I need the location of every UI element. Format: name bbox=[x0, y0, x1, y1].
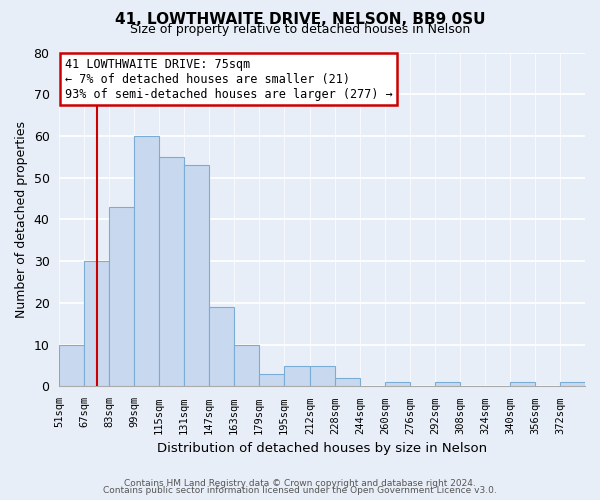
Bar bbox=[435, 382, 460, 386]
Bar bbox=[385, 382, 410, 386]
Bar bbox=[209, 307, 234, 386]
Bar bbox=[59, 344, 84, 387]
Bar bbox=[310, 366, 335, 386]
Bar bbox=[560, 382, 585, 386]
Text: Size of property relative to detached houses in Nelson: Size of property relative to detached ho… bbox=[130, 22, 470, 36]
Text: Contains HM Land Registry data © Crown copyright and database right 2024.: Contains HM Land Registry data © Crown c… bbox=[124, 478, 476, 488]
Bar bbox=[335, 378, 361, 386]
Text: 41 LOWTHWAITE DRIVE: 75sqm
← 7% of detached houses are smaller (21)
93% of semi-: 41 LOWTHWAITE DRIVE: 75sqm ← 7% of detac… bbox=[65, 58, 392, 100]
Bar bbox=[159, 157, 184, 386]
Bar bbox=[184, 165, 209, 386]
Bar bbox=[284, 366, 310, 386]
X-axis label: Distribution of detached houses by size in Nelson: Distribution of detached houses by size … bbox=[157, 442, 487, 455]
Bar bbox=[234, 344, 259, 387]
Bar bbox=[510, 382, 535, 386]
Text: 41, LOWTHWAITE DRIVE, NELSON, BB9 0SU: 41, LOWTHWAITE DRIVE, NELSON, BB9 0SU bbox=[115, 12, 485, 28]
Bar bbox=[259, 374, 284, 386]
Bar bbox=[134, 136, 159, 386]
Bar bbox=[84, 261, 109, 386]
Bar bbox=[109, 207, 134, 386]
Y-axis label: Number of detached properties: Number of detached properties bbox=[15, 121, 28, 318]
Text: Contains public sector information licensed under the Open Government Licence v3: Contains public sector information licen… bbox=[103, 486, 497, 495]
